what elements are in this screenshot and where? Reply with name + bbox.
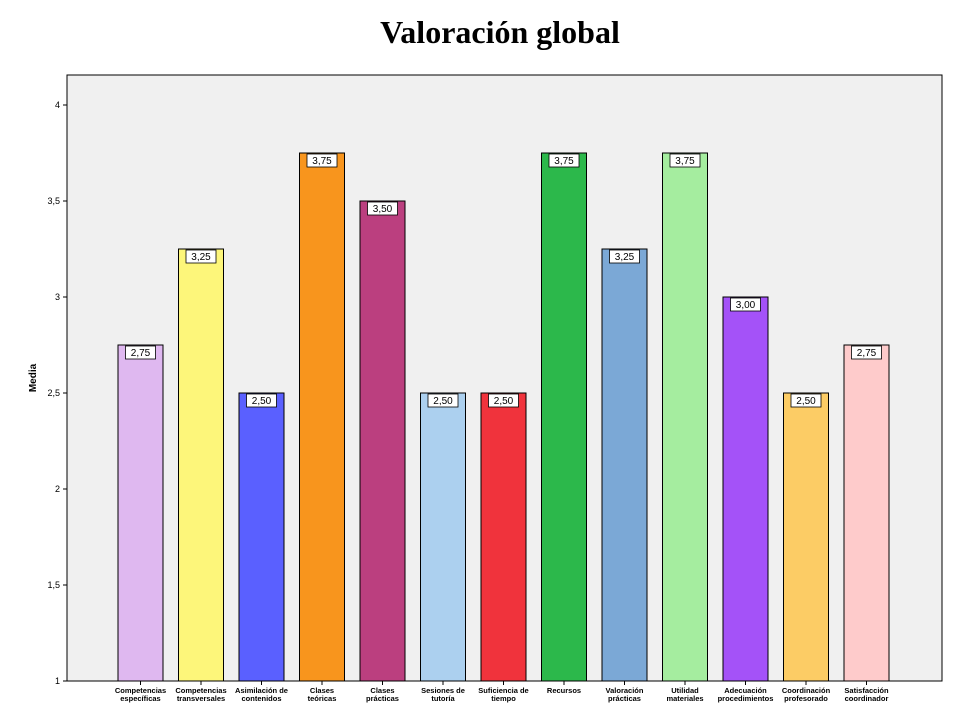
data-label-box — [306, 153, 338, 168]
y-axis: 1 1,5 2 2,5 3 3,5 4 — [47, 100, 67, 686]
data-label-box — [851, 345, 882, 360]
data-label: 3,00 — [736, 300, 756, 311]
bar — [783, 392, 829, 682]
x-tick-label: Competencias específicas — [115, 686, 166, 703]
x-tick-label: Valoración prácticas — [606, 686, 644, 703]
data-label: 2,50 — [252, 396, 272, 407]
data-label: 3,25 — [615, 252, 635, 263]
bar — [238, 392, 285, 682]
bar — [359, 200, 406, 682]
data-label-box — [367, 201, 398, 216]
bar — [299, 152, 345, 682]
bar — [480, 392, 527, 682]
chart-title: Valoración global — [380, 14, 620, 50]
data-label: 3,75 — [312, 156, 332, 167]
bars: 2,75 3,25 2,50 3,75 3,50 2,50 2,50 3,75 3,25 3,75… — [117, 152, 890, 682]
data-label: 2,75 — [857, 348, 877, 359]
y-tick-label: 1,5 — [47, 580, 60, 590]
data-label-box — [609, 249, 640, 264]
bar — [178, 248, 224, 682]
y-tick-label: 2,5 — [47, 388, 60, 398]
bar — [117, 344, 164, 682]
data-label-box — [730, 297, 761, 312]
bar — [601, 248, 648, 682]
data-label: 2,50 — [433, 396, 453, 407]
data-label: 2,50 — [796, 396, 816, 407]
data-label-box — [488, 393, 519, 408]
data-label-box — [185, 249, 217, 264]
bar — [420, 392, 466, 682]
x-tick-label: Sesiones de tutoría — [421, 686, 465, 703]
x-axis-labels: Competencias específicas Competencias trans… — [115, 681, 889, 703]
x-tick-label: Clases prácticas — [366, 686, 399, 703]
data-label: 3,75 — [554, 156, 574, 167]
y-tick-label: 3 — [55, 292, 60, 302]
data-label-box — [548, 153, 580, 168]
x-tick-label: Satisfacción coordinador — [844, 686, 889, 703]
x-tick-label: Asimilación de contenidos — [235, 686, 288, 703]
y-tick-label: 2 — [55, 484, 60, 494]
data-label: 3,50 — [373, 204, 393, 215]
x-tick-label: Utilidad materiales — [666, 686, 703, 703]
bar — [722, 296, 769, 682]
data-label: 3,25 — [191, 252, 211, 263]
data-label-box — [125, 345, 156, 360]
x-tick-label: Competencias transversales — [175, 686, 226, 703]
y-axis-label: Media — [28, 363, 39, 392]
data-label-box — [790, 393, 822, 408]
data-label: 3,75 — [675, 156, 695, 167]
bar — [541, 152, 587, 682]
data-label: 2,50 — [494, 396, 514, 407]
y-tick-label: 1 — [55, 676, 60, 686]
data-label-box — [246, 393, 277, 408]
x-tick-label: Suficiencia de tiempo — [478, 686, 528, 703]
x-tick-label: Clases teóricas — [308, 686, 337, 703]
data-label-box — [669, 153, 701, 168]
data-label: 2,75 — [131, 348, 151, 359]
y-tick-label: 3,5 — [47, 196, 60, 206]
x-tick-label: Adecuación procedimientos — [718, 686, 774, 703]
y-tick-label: 4 — [55, 100, 60, 110]
x-tick-label: Coordinación profesorado — [782, 686, 831, 703]
data-label-box — [427, 393, 459, 408]
x-tick-label: Recursos — [547, 686, 581, 695]
bar — [843, 344, 890, 682]
bar — [662, 152, 708, 682]
